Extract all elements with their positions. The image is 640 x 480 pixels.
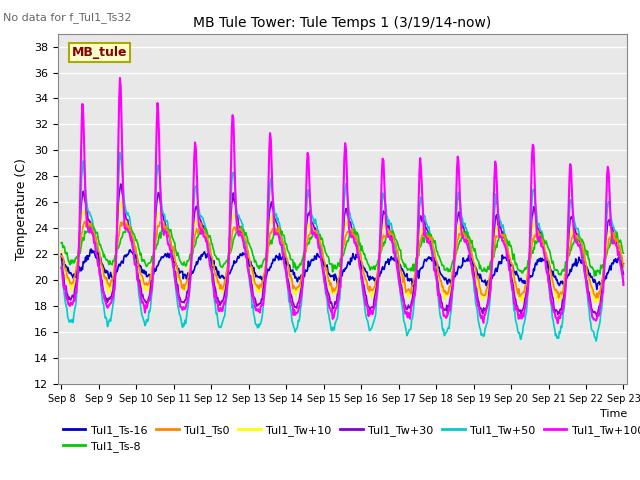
Legend: Tul1_Ts-16, Tul1_Ts-8, Tul1_Ts0, Tul1_Tw+10, Tul1_Tw+30, Tul1_Tw+50, Tul1_Tw+100: Tul1_Ts-16, Tul1_Ts-8, Tul1_Ts0, Tul1_Tw…: [63, 425, 640, 452]
Y-axis label: Temperature (C): Temperature (C): [15, 158, 28, 260]
Text: MB_tule: MB_tule: [72, 46, 127, 59]
Text: No data for f_Tul1_Ts32: No data for f_Tul1_Ts32: [3, 12, 132, 23]
Title: MB Tule Tower: Tule Temps 1 (3/19/14-now): MB Tule Tower: Tule Temps 1 (3/19/14-now…: [193, 16, 492, 30]
Text: Time: Time: [600, 408, 627, 419]
